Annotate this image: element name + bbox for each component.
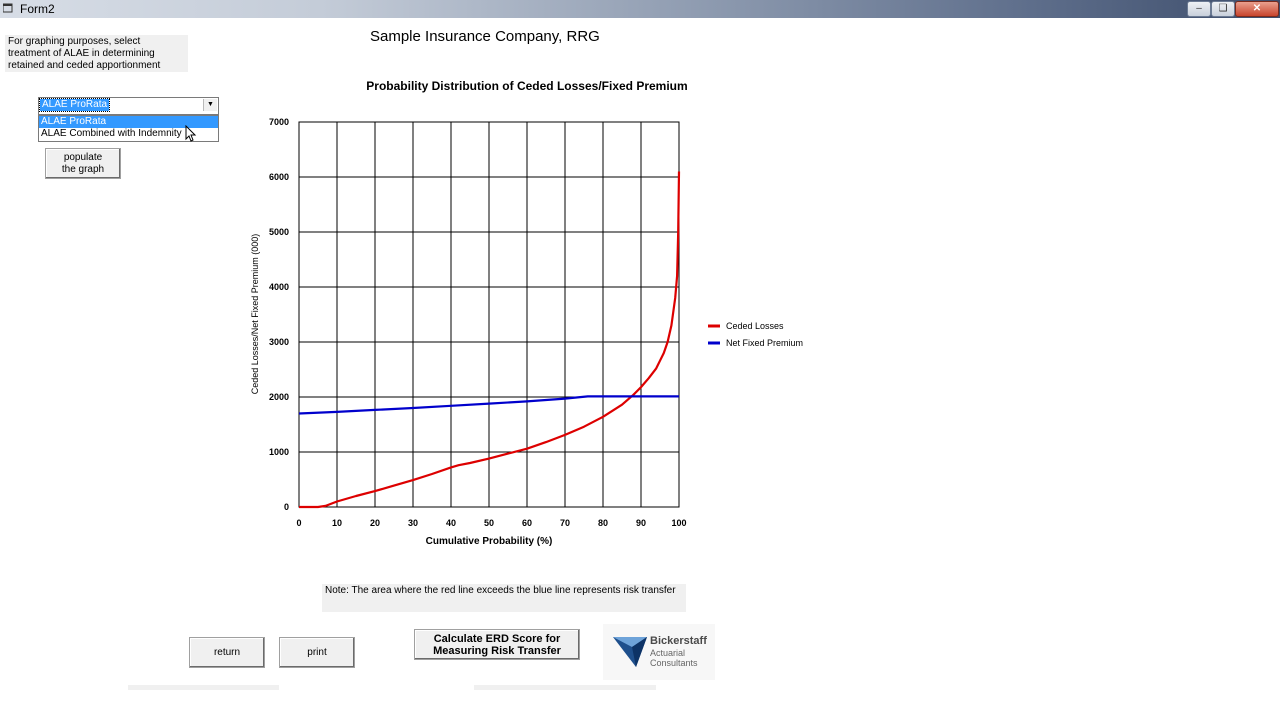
y-tick-label: 3000 (269, 337, 289, 347)
combo-selected-value: ALAE ProRata (38, 98, 111, 112)
x-tick-label: 20 (370, 518, 380, 528)
x-tick-label: 60 (522, 518, 532, 528)
return-label: return (213, 647, 241, 658)
chart-title: Probability Distribution of Ceded Losses… (366, 79, 687, 93)
return-button[interactable]: return (189, 637, 265, 668)
x-tick-label: 80 (598, 518, 608, 528)
print-label: print (307, 647, 327, 658)
x-tick-label: 70 (560, 518, 570, 528)
y-tick-label: 1000 (269, 447, 289, 457)
y-tick-label: 0 (284, 502, 289, 512)
chart-series (298, 171, 681, 509)
legend-label: Net Fixed Premium (726, 338, 803, 348)
x-tick-label: 10 (332, 518, 342, 528)
probability-distribution-chart: Probability Distribution of Ceded Losses… (250, 79, 803, 547)
series-line-ceded-losses (299, 171, 681, 509)
y-axis-label: Ceded Losses/Net Fixed Premium (000) (250, 234, 260, 395)
logo-triangle-icon (613, 637, 647, 667)
erd-label-line2: Measuring Risk Transfer (433, 645, 561, 657)
logo-line3: Consultants (650, 658, 698, 668)
x-tick-label: 90 (636, 518, 646, 528)
bickerstaff-logo: Bickerstaff Actuarial Consultants (603, 624, 715, 680)
x-tick-label: 40 (446, 518, 456, 528)
risk-transfer-note: Note: The area where the red line exceed… (322, 584, 686, 612)
y-tick-label: 2000 (269, 392, 289, 402)
instructions-label: For graphing purposes, select treatment … (5, 35, 188, 72)
y-tick-label: 4000 (269, 282, 289, 292)
chart-grid (298, 121, 680, 508)
chevron-down-icon[interactable]: ▼ (203, 99, 217, 111)
chart-legend: Ceded Losses Net Fixed Premium (708, 321, 803, 348)
populate-graph-label: populate the graph (61, 152, 105, 175)
x-axis-label: Cumulative Probability (%) (426, 536, 553, 547)
footer-strip-left (128, 685, 279, 690)
chart-tick-labels: 0 10 20 30 40 50 60 70 80 90 100010002000300040005… (269, 117, 687, 528)
window-titlebar: Form2 – ❑ ✕ (0, 0, 1280, 18)
x-tick-label: 100 (671, 518, 686, 528)
restore-button[interactable]: ❑ (1211, 1, 1235, 17)
window-title: Form2 (20, 2, 55, 16)
alae-treatment-dropdown: ALAE ProRata ALAE Combined with Indemnit… (38, 115, 219, 142)
y-tick-label: 5000 (269, 227, 289, 237)
minimize-button[interactable]: – (1187, 1, 1211, 17)
footer-strip-right (474, 685, 656, 690)
dropdown-option-prorata[interactable]: ALAE ProRata (39, 116, 218, 128)
x-tick-label: 0 (296, 518, 301, 528)
calculate-erd-button[interactable]: Calculate ERD Score for Measuring Risk T… (414, 629, 580, 660)
print-button[interactable]: print (279, 637, 355, 668)
dropdown-option-combined[interactable]: ALAE Combined with Indemnity (41, 128, 182, 139)
series-line-net-fixed-premium (298, 395, 679, 415)
x-tick-label: 50 (484, 518, 494, 528)
mouse-cursor-icon (185, 125, 197, 142)
populate-graph-button[interactable]: populate the graph (45, 148, 121, 179)
y-tick-label: 6000 (269, 172, 289, 182)
close-button[interactable]: ✕ (1235, 1, 1279, 17)
erd-label-line1: Calculate ERD Score for (433, 633, 561, 645)
logo-name: Bickerstaff (650, 635, 707, 647)
y-tick-label: 7000 (269, 117, 289, 127)
company-name: Sample Insurance Company, RRG (370, 28, 600, 45)
logo-line2: Actuarial (650, 648, 686, 658)
alae-treatment-combo[interactable]: ALAE ProRata ▼ (38, 97, 219, 115)
legend-label: Ceded Losses (726, 321, 784, 331)
x-tick-label: 30 (408, 518, 418, 528)
app-icon (3, 3, 13, 13)
